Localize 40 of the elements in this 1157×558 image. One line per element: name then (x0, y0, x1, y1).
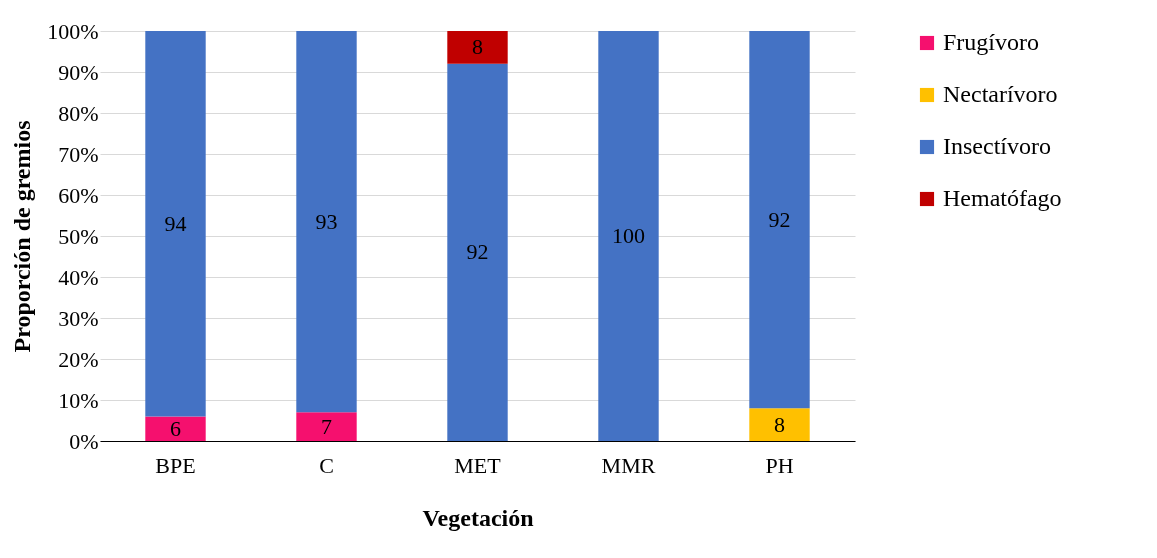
y-axis-title: Proporción de gremios (9, 120, 36, 353)
bar (749, 408, 810, 441)
y-tick-label: 60% (58, 182, 99, 208)
bar (145, 31, 206, 417)
data-label: 92 (466, 239, 489, 265)
y-tick-label: 50% (58, 223, 99, 249)
x-tick-label: PH (765, 452, 794, 478)
y-tick-label: 80% (58, 100, 99, 126)
legend-label: Nectarívoro (943, 81, 1058, 107)
y-tick-label: 30% (58, 305, 99, 331)
data-label: 7 (321, 413, 332, 439)
y-tick-label: 10% (58, 387, 99, 413)
data-label: 92 (768, 206, 791, 232)
y-tick-label: 0% (69, 428, 99, 454)
bar (447, 63, 508, 441)
bar (598, 31, 659, 441)
legend-label: Frugívoro (943, 29, 1039, 55)
bar (296, 31, 357, 413)
legend-label: Insectívoro (943, 133, 1051, 159)
y-tick-label: 20% (58, 346, 99, 372)
data-label: 100 (612, 223, 645, 248)
data-label: 6 (170, 415, 181, 441)
y-tick-label: 90% (58, 59, 99, 85)
y-tick-label: 70% (58, 141, 99, 167)
bar (145, 416, 206, 441)
x-tick-label: MET (454, 452, 502, 478)
legend-label: Hematófago (943, 185, 1062, 211)
data-label: 8 (472, 34, 483, 60)
x-tick-label: C (319, 452, 334, 478)
y-tick-label: 40% (58, 264, 99, 290)
x-axis-title: Vegetación (422, 504, 534, 531)
data-label: 94 (164, 210, 187, 236)
x-tick-label: BPE (155, 452, 196, 478)
data-label: 93 (315, 208, 338, 234)
x-tick-label: MMR (601, 452, 656, 478)
data-label: 8 (774, 411, 785, 437)
y-tick-label: 100% (47, 18, 99, 44)
bar (749, 31, 810, 409)
bar (296, 412, 357, 441)
bar (447, 31, 508, 64)
